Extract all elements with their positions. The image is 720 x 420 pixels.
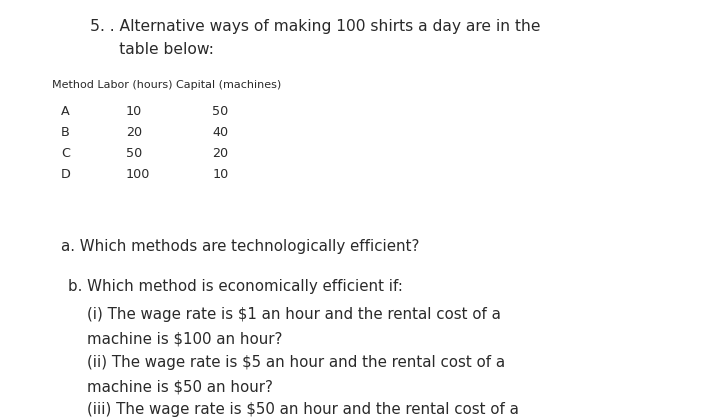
Text: 5. . Alternative ways of making 100 shirts a day are in the: 5. . Alternative ways of making 100 shir… bbox=[90, 19, 541, 34]
Text: C: C bbox=[61, 147, 71, 160]
Text: 20: 20 bbox=[212, 147, 228, 160]
Text: 50: 50 bbox=[212, 105, 229, 118]
Text: 100: 100 bbox=[126, 168, 150, 181]
Text: 10: 10 bbox=[126, 105, 143, 118]
Text: machine is $50 an hour?: machine is $50 an hour? bbox=[68, 379, 274, 394]
Text: machine is $100 an hour?: machine is $100 an hour? bbox=[68, 332, 283, 347]
Text: 40: 40 bbox=[212, 126, 228, 139]
Text: table below:: table below: bbox=[90, 42, 214, 57]
Text: D: D bbox=[61, 168, 71, 181]
Text: Method Labor (hours) Capital (machines): Method Labor (hours) Capital (machines) bbox=[52, 80, 281, 90]
Text: 50: 50 bbox=[126, 147, 143, 160]
Text: A: A bbox=[61, 105, 70, 118]
Text: (ii) The wage rate is $5 an hour and the rental cost of a: (ii) The wage rate is $5 an hour and the… bbox=[68, 355, 505, 370]
Text: 20: 20 bbox=[126, 126, 142, 139]
Text: (iii) The wage rate is $50 an hour and the rental cost of a: (iii) The wage rate is $50 an hour and t… bbox=[68, 402, 519, 417]
Text: b. Which method is economically efficient if:: b. Which method is economically efficien… bbox=[68, 279, 403, 294]
Text: 10: 10 bbox=[212, 168, 229, 181]
Text: a. Which methods are technologically efficient?: a. Which methods are technologically eff… bbox=[61, 239, 420, 255]
Text: B: B bbox=[61, 126, 70, 139]
Text: (i) The wage rate is $1 an hour and the rental cost of a: (i) The wage rate is $1 an hour and the … bbox=[68, 307, 501, 323]
